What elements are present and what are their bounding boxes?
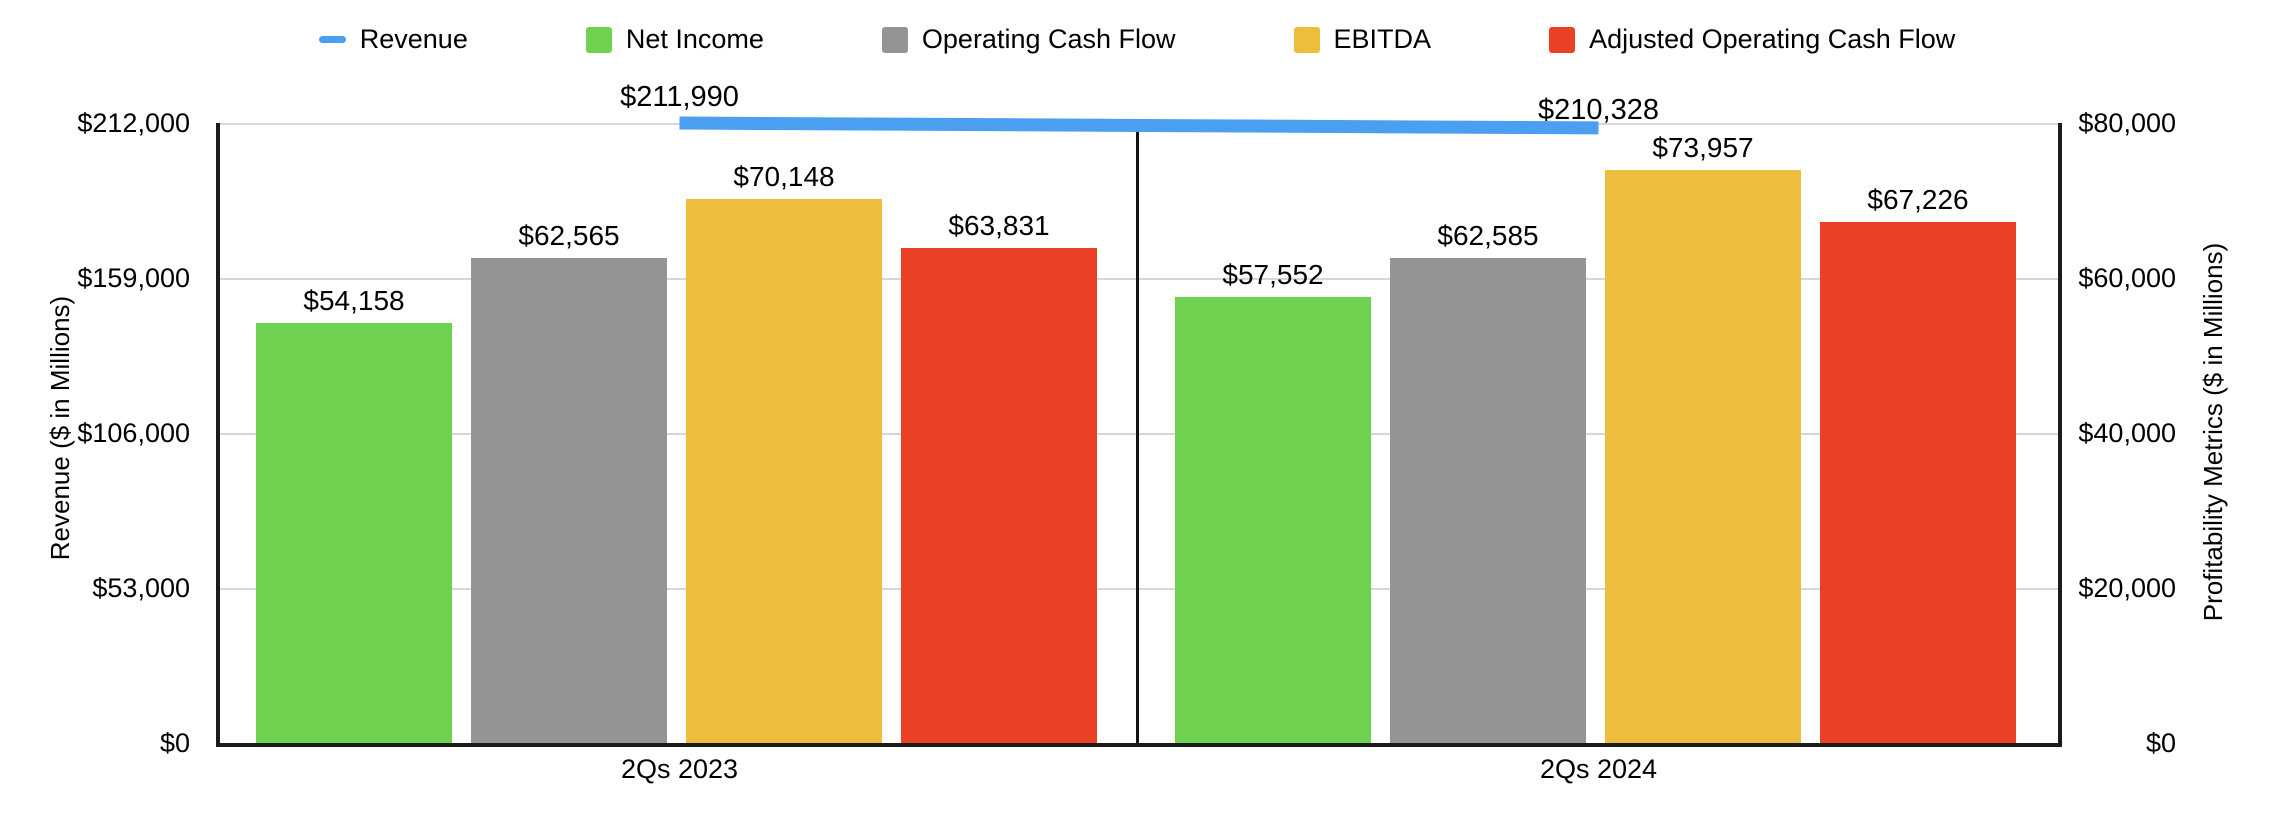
gridline	[220, 278, 2058, 280]
y-axis-left-tick: $53,000	[92, 573, 190, 603]
y-axis-right-tick: $40,000	[2078, 418, 2176, 448]
bar-net-income-2qs-2024	[1175, 297, 1371, 743]
y-axis-left-tick: $106,000	[77, 418, 190, 448]
bar-value-label-net-income-2qs-2024: $57,552	[1222, 259, 1324, 290]
y-axis-left-tick: $0	[159, 728, 190, 758]
revenue-line-layer	[679, 116, 1599, 135]
legend-item-operating-cash-flow[interactable]: Operating Cash Flow	[881, 24, 1176, 54]
revenue-value-label-2qs-2024: $210,328	[1538, 93, 1659, 126]
y-axis-left-tick: $212,000	[77, 108, 190, 138]
bar-value-label-adjusted-operating-cash-flow-2qs-2024: $67,226	[1867, 184, 1969, 215]
y-axis-right-tick: $20,000	[2078, 573, 2176, 603]
legend-label: EBITDA	[1333, 24, 1432, 54]
bar-adjusted-operating-cash-flow-2qs-2024	[1820, 222, 2016, 743]
y-axis-right-tick: $80,000	[2078, 108, 2176, 138]
legend-label: Adjusted Operating Cash Flow	[1589, 24, 1956, 54]
bar-ebitda-2qs-2024	[1605, 170, 1801, 743]
legend-label: Operating Cash Flow	[921, 24, 1176, 54]
bar-value-label-net-income-2qs-2023: $54,158	[303, 285, 405, 316]
bar-adjusted-operating-cash-flow-2qs-2023	[901, 248, 1097, 743]
bar-operating-cash-flow-2qs-2023	[471, 258, 667, 743]
x-axis-category-label-2qs-2024: 2Qs 2024	[1539, 754, 1658, 784]
y-axis-left-tick: $159,000	[77, 263, 190, 293]
x-axis-category-label-2qs-2023: 2Qs 2023	[620, 754, 739, 784]
legend-item-adjusted-operating-cash-flow[interactable]: Adjusted Operating Cash Flow	[1549, 26, 1955, 53]
net-income-swatch-icon	[585, 26, 612, 53]
legend-item-ebitda[interactable]: EBITDA	[1293, 24, 1432, 54]
category-divider-line	[1136, 123, 1139, 743]
legend-item-net-income[interactable]: Net Income	[585, 24, 764, 54]
bar-ebitda-2qs-2023	[686, 199, 882, 743]
y-axis-right-tick: $0	[2145, 728, 2176, 758]
legend-item-revenue[interactable]: Revenue	[318, 24, 468, 54]
gridline	[220, 433, 2058, 435]
operating-cash-flow-swatch-icon	[881, 26, 908, 53]
revenue-value-label-2qs-2023: $211,990	[620, 81, 739, 114]
right-axis-title: Profitability Metrics ($ in Millions)	[2198, 242, 2228, 622]
adjusted-operating-cash-flow-swatch-icon	[1549, 26, 1576, 53]
plot-area: $54,158 $62,565 $70,148 $63,831 $57,552 $62,5…	[216, 81, 2062, 747]
bar-value-label-ebitda-2qs-2024: $73,957	[1652, 132, 1754, 163]
revenue-line	[679, 116, 1599, 135]
gridline	[220, 588, 2058, 590]
bar-value-label-operating-cash-flow-2qs-2023: $62,565	[518, 220, 620, 251]
y-axis-right-tick: $60,000	[2078, 263, 2176, 293]
bar-operating-cash-flow-2qs-2024	[1390, 258, 1586, 743]
legend-label: Net Income	[625, 24, 764, 54]
legend-label: Revenue	[359, 24, 468, 54]
bar-value-label-adjusted-operating-cash-flow-2qs-2023: $63,831	[948, 210, 1050, 241]
chart-legend: Revenue Net Income Operating Cash Flow EBIT…	[0, 26, 2274, 53]
bar-net-income-2qs-2023	[256, 323, 452, 743]
revenue-swatch-icon	[318, 36, 346, 43]
bar-value-label-ebitda-2qs-2023: $70,148	[733, 161, 835, 192]
bar-value-label-operating-cash-flow-2qs-2024: $62,585	[1437, 220, 1539, 251]
ebitda-swatch-icon	[1293, 26, 1320, 53]
